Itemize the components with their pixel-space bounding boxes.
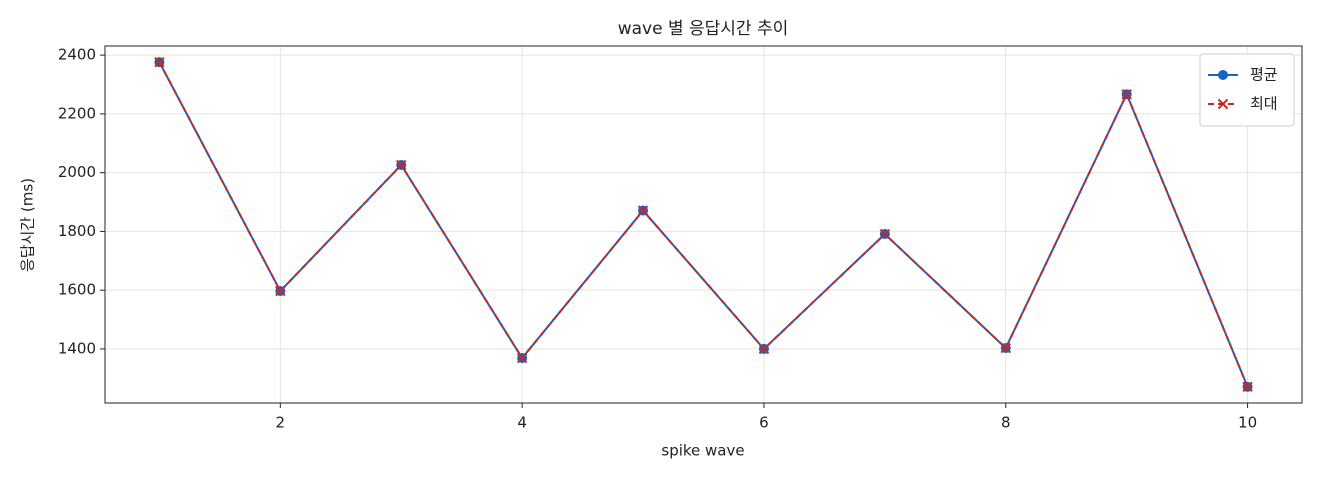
y-axis-label: 응답시간 (ms) [19, 178, 37, 272]
x-tick-label: 6 [759, 414, 769, 432]
series-line [158, 61, 1249, 388]
legend-label: 평균 [1250, 66, 1278, 84]
x-axis-label: spike wave [661, 442, 744, 460]
legend-label: 최대 [1250, 95, 1278, 113]
y-tick-label: 1600 [58, 281, 96, 299]
point [1242, 381, 1253, 393]
point [396, 159, 407, 171]
point [879, 228, 891, 240]
point [637, 205, 649, 216]
legend-marker [1218, 70, 1228, 80]
x-tick-label: 8 [1001, 414, 1011, 432]
y-tick-label: 2200 [58, 104, 96, 122]
y-tick-label: 1400 [58, 339, 96, 357]
chart-title: wave 별 응답시간 추이 [618, 19, 789, 39]
series-line [158, 61, 1249, 388]
legend-box [1199, 53, 1295, 127]
point [275, 285, 286, 297]
point [516, 352, 528, 364]
point [758, 343, 770, 355]
y-tick-label: 2000 [58, 163, 96, 181]
x-tick-label: 2 [276, 414, 286, 432]
y-tick-label: 2400 [58, 46, 96, 64]
legend-marker [1217, 98, 1229, 110]
point [154, 56, 165, 68]
x-tick-label: 4 [517, 414, 527, 432]
plot-frame [104, 45, 1303, 404]
point [1000, 342, 1011, 354]
y-tick-label: 1800 [58, 222, 96, 240]
point [1121, 88, 1132, 100]
x-tick-label: 10 [1238, 414, 1257, 432]
